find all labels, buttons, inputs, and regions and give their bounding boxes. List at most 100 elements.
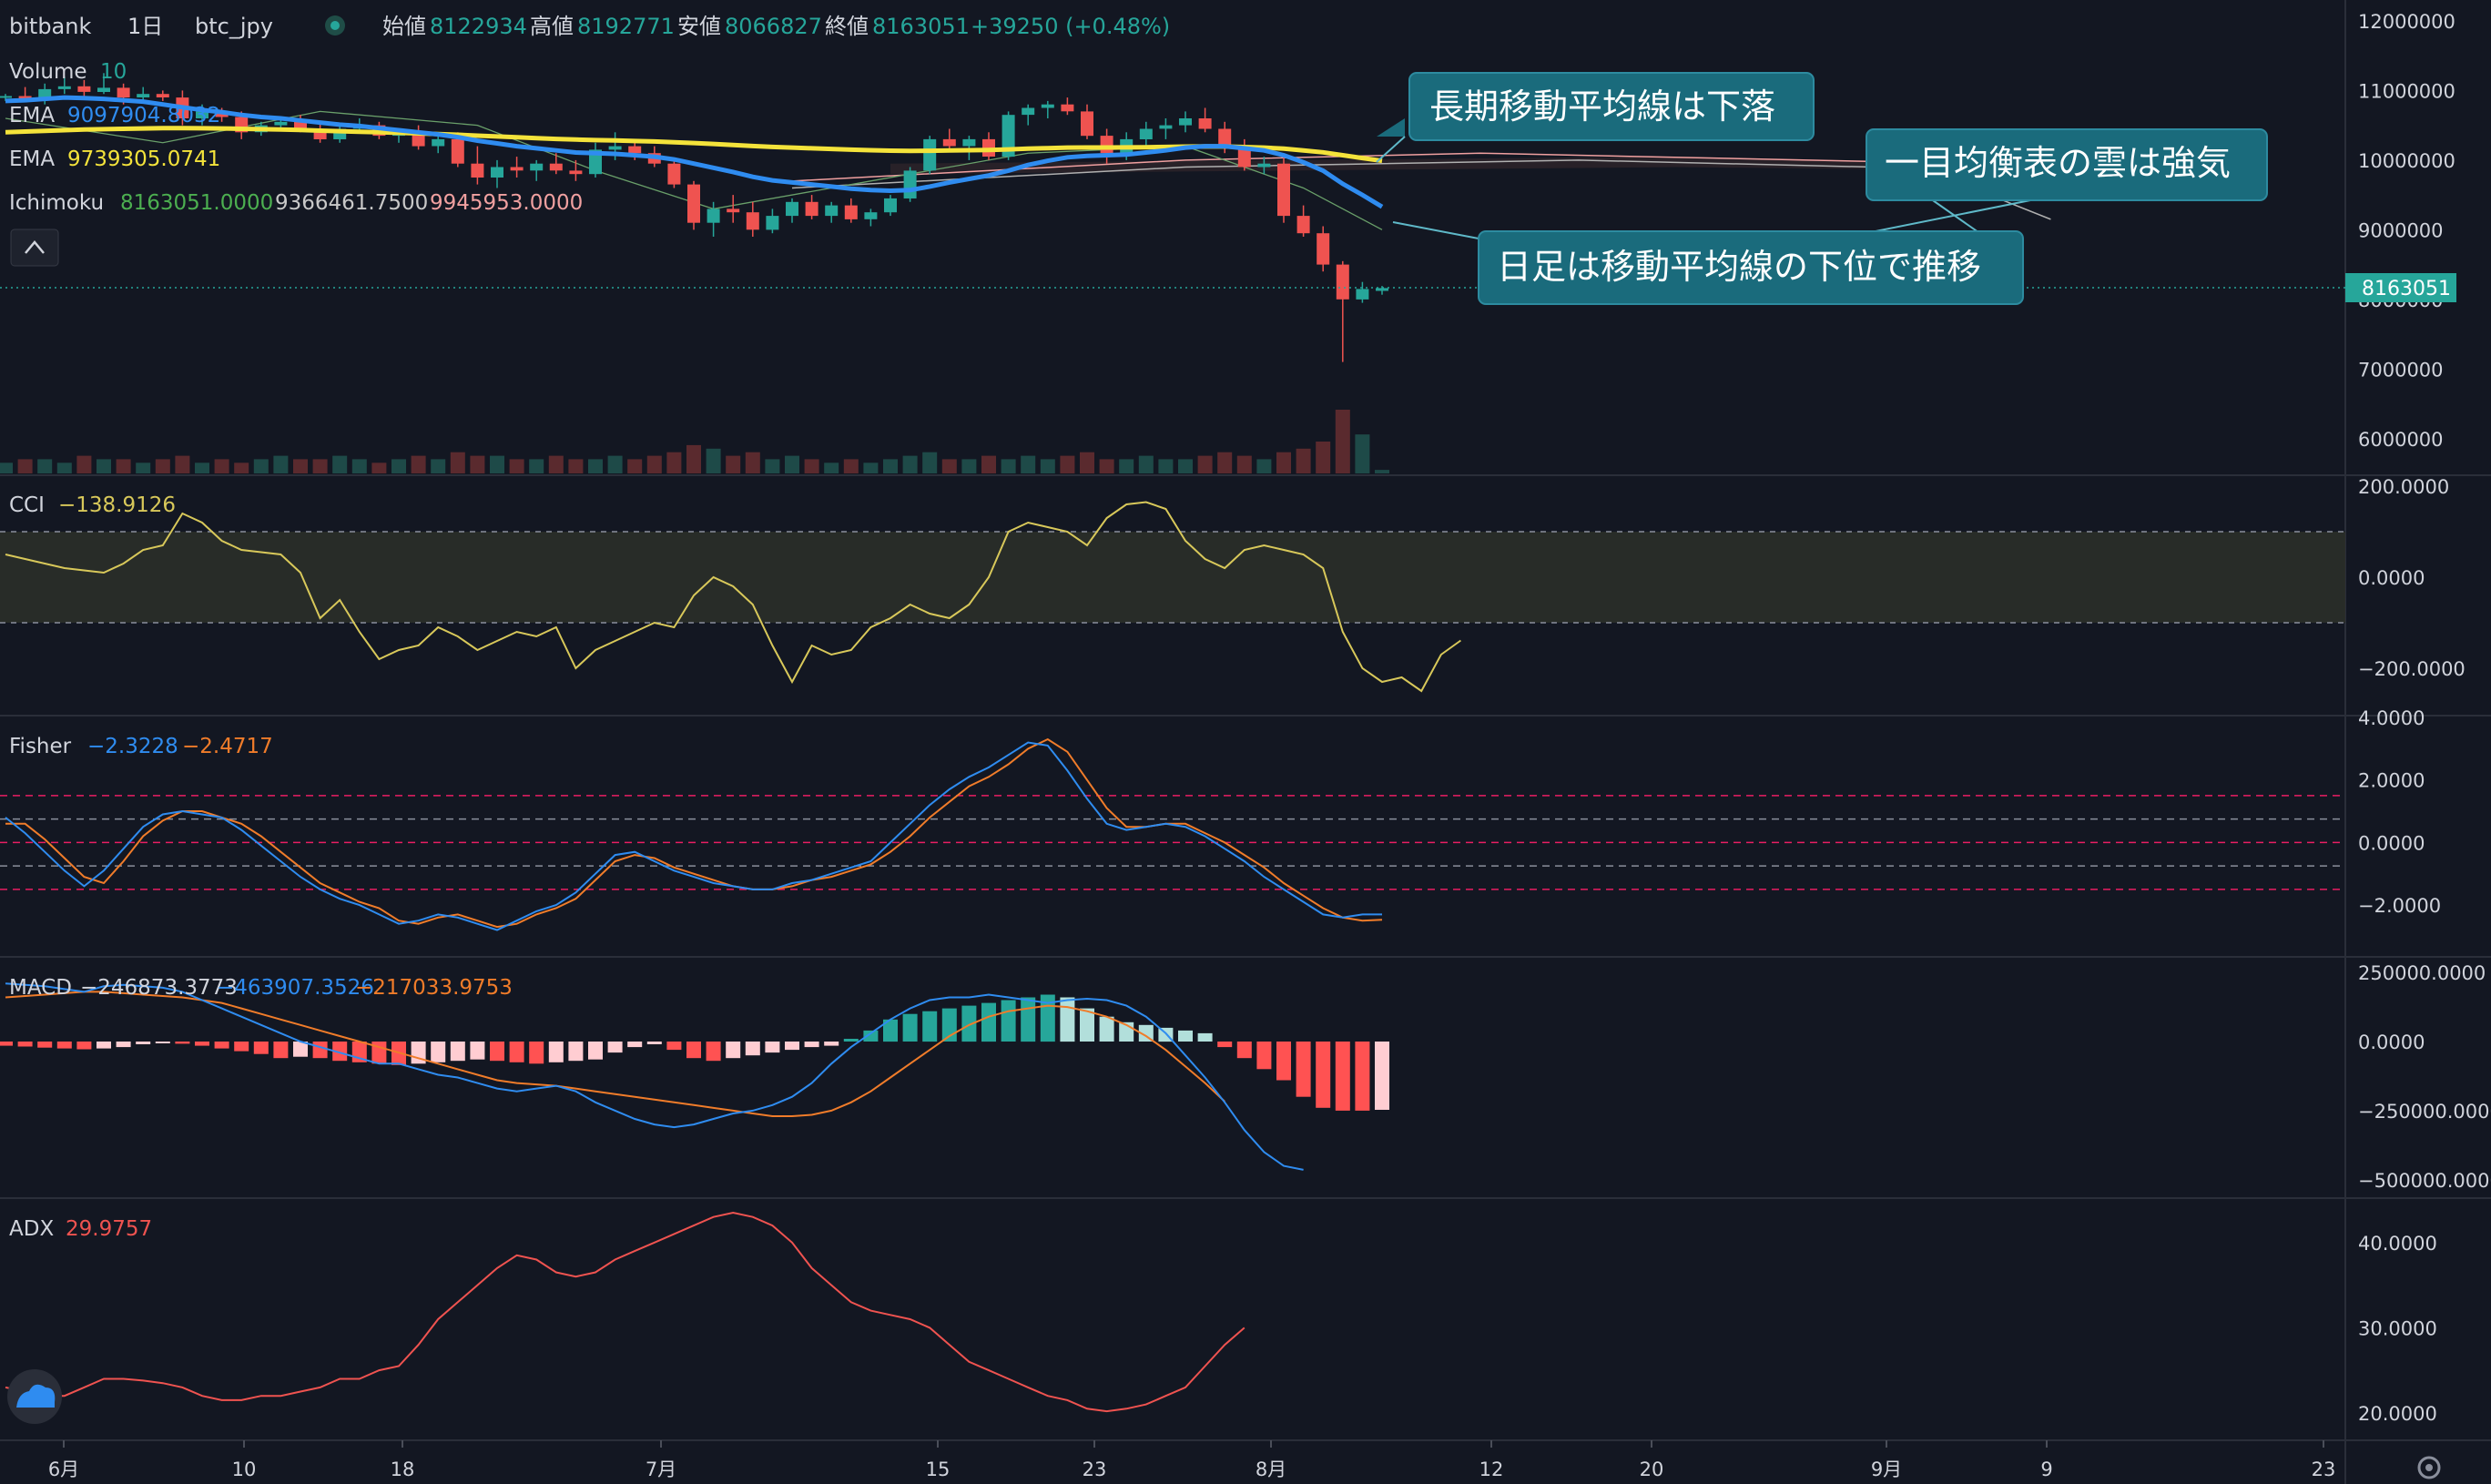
callout-2[interactable]: 一目均衡表の雲は強気 [1838,128,2268,239]
interval[interactable]: 1日 [127,14,163,39]
candle-body [1179,118,1192,126]
x-tick-label-5: 23 [1083,1459,1107,1480]
macd-histogram-bar [726,1042,741,1059]
exchange-name[interactable]: bitbank [9,14,91,39]
candle-body [1100,136,1113,154]
candle-body [844,205,858,219]
ema2-legend-value: 9739305.0741 [67,147,220,171]
fisher-legend-label[interactable]: Fisher [9,735,72,758]
volume-legend-label[interactable]: Volume [9,60,87,84]
candle-body [1061,104,1074,112]
settings-gear-icon[interactable] [2417,1456,2441,1479]
fisher-tick-3: −2.0000 [2358,895,2441,917]
fisher-tick-1: 2.0000 [2358,770,2425,792]
macd-histogram-bar [76,1042,92,1050]
volume-bar [17,459,33,473]
volume-bar [371,462,387,473]
macd-histogram-bar [548,1042,564,1062]
adx-legend-label[interactable]: ADX [9,1217,54,1241]
volume-bar [941,459,957,473]
callout-3-leader [1392,221,1479,239]
candle-body [432,138,445,147]
volume-bar [706,448,721,473]
x-tick-label-2: 18 [391,1459,415,1480]
macd-histogram-bar [234,1042,249,1052]
volume-bar [824,462,839,473]
volume-bar [175,455,190,473]
ema1-legend-label[interactable]: EMA [9,104,55,127]
cloud-area [890,157,2012,175]
ichimoku-legend-label[interactable]: Ichimoku [9,191,104,215]
candle-body [884,198,897,213]
candle-body [1159,125,1173,129]
candle-body [1336,264,1349,300]
close-value: 8163051 [872,14,970,39]
candle-body [0,96,12,98]
callout-3[interactable]: 日足は移動平均線の下位で推移 [1392,221,2024,305]
candle-body [1022,107,1035,116]
macd-histogram-bar [902,1013,918,1042]
macd-histogram-bar [1001,1000,1016,1042]
adx-legend-value: 29.9757 [66,1217,152,1241]
ema-lines [5,95,1384,209]
candle-body [1356,289,1369,300]
macd-histogram-bar [961,1005,977,1042]
adx-tick-1: 30.0000 [2358,1317,2437,1339]
cloud-logo-icon [16,1384,56,1408]
x-tick-label-0: 6月 [48,1459,79,1480]
volume-bar [470,455,485,473]
cci-tick-0: 200.0000 [2358,476,2449,498]
volume-bar [627,459,643,473]
macd-histogram-bar [646,1042,662,1044]
collapse-legend-button[interactable] [10,229,59,267]
volume-bar [490,455,504,473]
candle-body [766,216,779,230]
macd-histogram-bar [745,1042,760,1056]
symbol[interactable]: btc_jpy [195,14,273,39]
tradingview-logo[interactable] [7,1369,62,1424]
macd-histogram-bar [214,1042,229,1049]
cci-legend-label[interactable]: CCI [9,493,45,517]
callout-2-text: 一目均衡表の雲は強気 [1885,143,2231,183]
price-tick-2: 10000000 [2358,150,2455,172]
macd-histogram-bar [509,1042,524,1062]
macd-legend-label[interactable]: MACD [9,976,72,1000]
volume-bar [1040,459,1055,473]
macd-histogram-bar [1236,1042,1252,1059]
macd-tick-1: 0.0000 [2358,1032,2425,1053]
volume-bar [1296,448,1311,473]
volume-bar [411,455,426,473]
candle-body [1198,118,1212,129]
volume-bar [588,459,603,473]
macd-histogram-bar [1256,1042,1272,1070]
candle-body [1317,233,1330,265]
volume-bar [195,462,209,473]
macd-legend-value-3: −217033.9753 [355,976,513,1000]
volume-bar [76,455,92,473]
volume-bar [136,462,151,473]
macd-legend-value-2: −463907.3526 [217,976,374,1000]
candle-body [1001,115,1015,158]
candle-body [333,128,347,139]
ema2-legend-label[interactable]: EMA [9,147,55,171]
callout-1[interactable]: 長期移動平均線は下落 [1376,72,1815,163]
macd-histogram-bar [1197,1032,1213,1042]
x-tick-label-6: 8月 [1256,1459,1286,1480]
market-status-dot [330,21,340,30]
high-label: 高値 [530,14,574,39]
macd-histogram-bar [1276,1042,1291,1081]
volume-bar [1138,455,1154,473]
volume-bar [607,455,623,473]
macd-legend-value-1: −246873.3773 [80,976,238,1000]
macd-histogram-bar [1375,1042,1389,1110]
volume-bar [785,455,799,473]
volume-bar [726,455,741,473]
macd-histogram-bar [568,1042,584,1062]
macd-histogram-bar [116,1042,131,1048]
candle-body [491,167,503,178]
volume-bar [646,455,662,473]
volume-bar [1080,452,1094,473]
macd-tick-0: 250000.0000 [2358,962,2486,984]
volume-bar [273,455,289,473]
